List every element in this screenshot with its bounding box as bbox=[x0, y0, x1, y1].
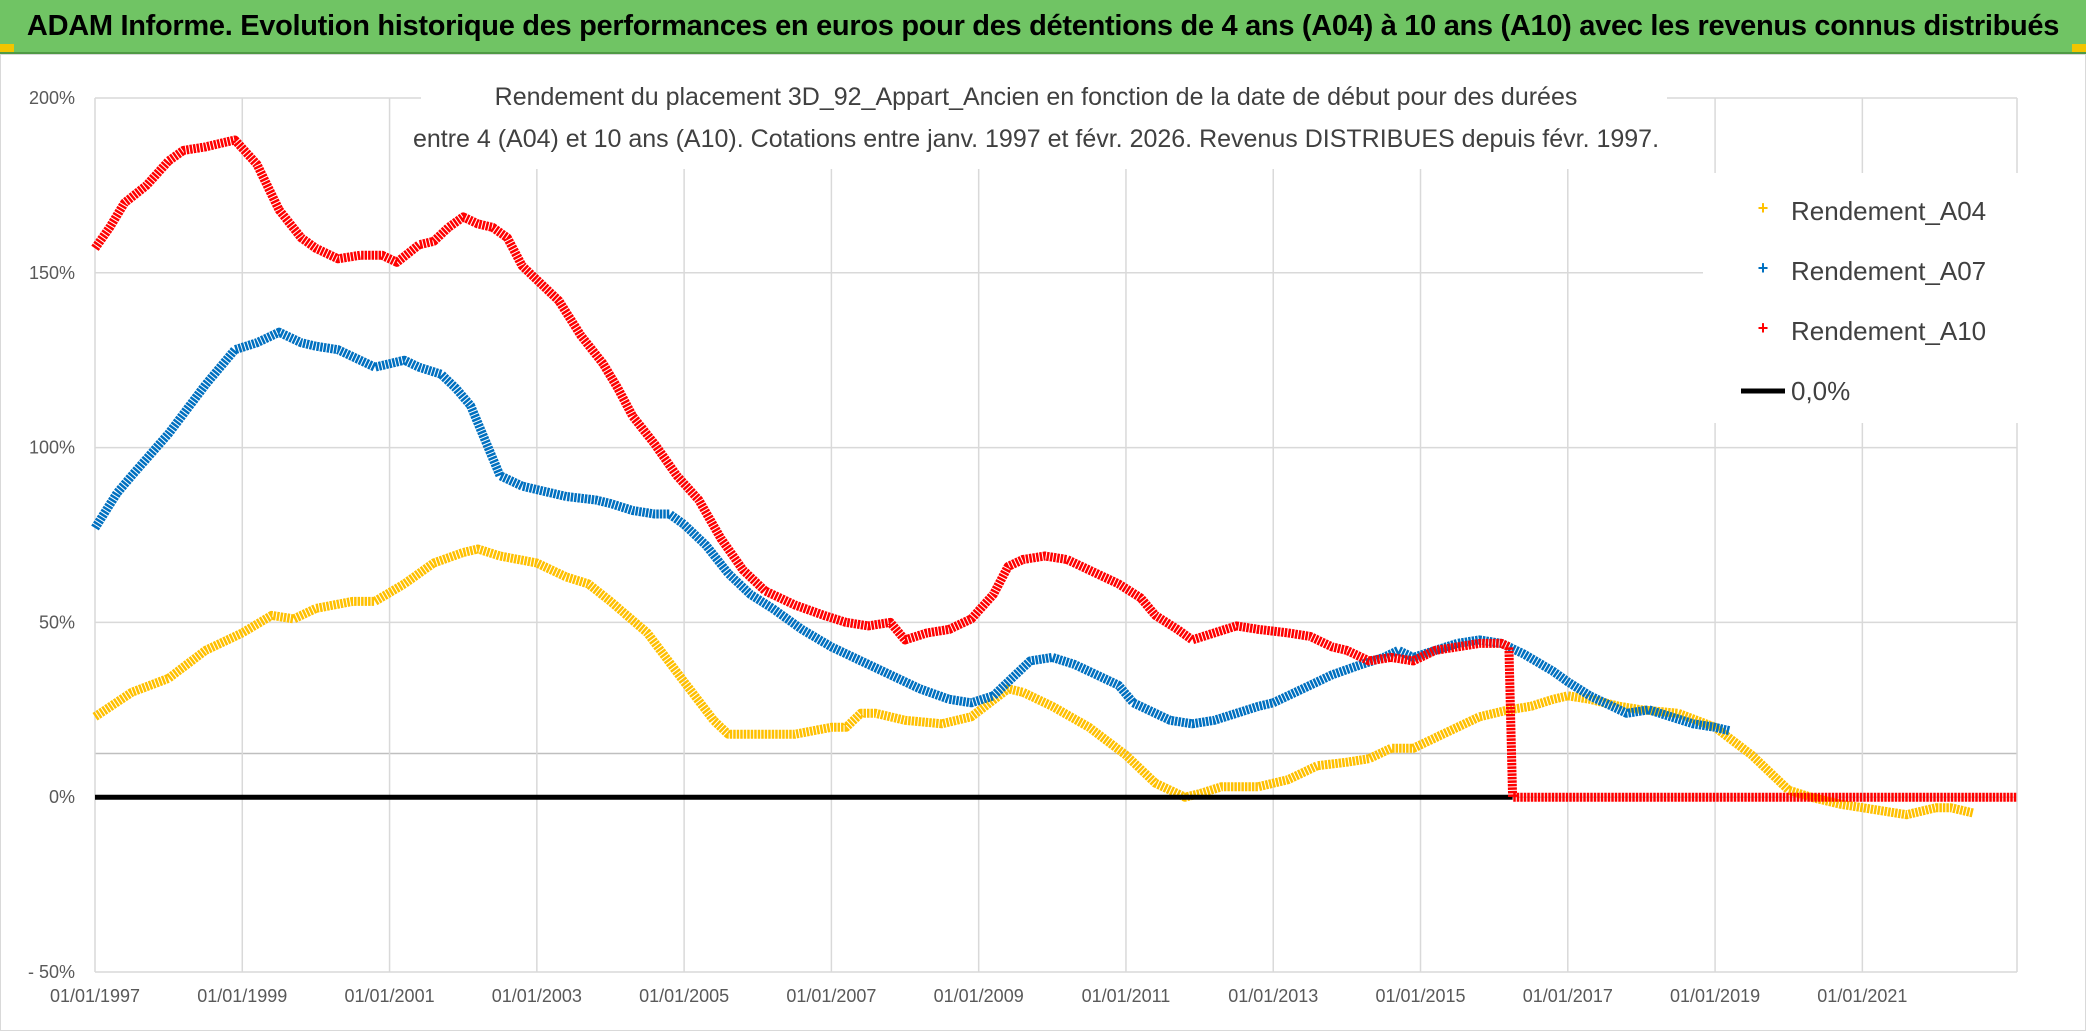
y-tick-label: 50% bbox=[39, 612, 75, 632]
title-background bbox=[421, 57, 1667, 169]
x-tick-label: 01/01/2001 bbox=[345, 986, 435, 1006]
x-tick-label: 01/01/2015 bbox=[1375, 986, 1465, 1006]
x-tick-label: 01/01/2007 bbox=[786, 986, 876, 1006]
series-line-rendement-a10 bbox=[91, 135, 2017, 802]
banner-corner-left bbox=[0, 44, 14, 52]
legend-label-a07: Rendement_A07 bbox=[1791, 256, 1986, 286]
x-tick-label: 01/01/1997 bbox=[50, 986, 140, 1006]
y-tick-label: 200% bbox=[29, 88, 75, 108]
x-tick-label: 01/01/2003 bbox=[492, 986, 582, 1006]
series-layer bbox=[91, 135, 2017, 820]
legend-label-zero: 0,0% bbox=[1791, 376, 1850, 406]
y-tick-label: 0% bbox=[49, 787, 75, 807]
legend-label-a10: Rendement_A10 bbox=[1791, 316, 1986, 346]
banner-corner-right bbox=[2072, 44, 2086, 52]
chart-title-line-1: Rendement du placement 3D_92_Appart_Anci… bbox=[495, 83, 1578, 111]
legend: + Rendement_A04 + Rendement_A07 + Rendem… bbox=[1703, 173, 2023, 423]
legend-background bbox=[1703, 173, 2023, 423]
line-chart: - 50% 0% 50% 100% 150% 200% 01/01/1997 01/01/19… bbox=[28, 57, 2023, 1006]
legend-marker-a10: + bbox=[1758, 318, 1769, 338]
y-tick-label: - 50% bbox=[28, 962, 75, 982]
series-line-rendement-a07 bbox=[91, 327, 1731, 736]
chart-title-line-2: entre 4 (A04) et 10 ans (A10). Cotations… bbox=[413, 125, 1659, 153]
y-tick-label: 150% bbox=[29, 263, 75, 283]
x-tick-label: 01/01/2019 bbox=[1670, 986, 1760, 1006]
axis-labels: - 50% 0% 50% 100% 150% 200% 01/01/1997 01/01/19… bbox=[28, 88, 1907, 1006]
chart-area: - 50% 0% 50% 100% 150% 200% 01/01/1997 01/01/19… bbox=[0, 54, 2086, 1031]
x-tick-label: 01/01/2017 bbox=[1523, 986, 1613, 1006]
legend-label-a04: Rendement_A04 bbox=[1791, 196, 1986, 226]
legend-marker-a07: + bbox=[1758, 258, 1769, 278]
series-line-rendement-a04 bbox=[92, 544, 1974, 820]
report-banner: ADAM Informe. Evolution historique des p… bbox=[0, 0, 2086, 54]
banner-title: ADAM Informe. Evolution historique des p… bbox=[26, 9, 2060, 42]
x-tick-label: 01/01/2021 bbox=[1817, 986, 1907, 1006]
x-tick-label: 01/01/2013 bbox=[1228, 986, 1318, 1006]
x-tick-label: 01/01/2009 bbox=[934, 986, 1024, 1006]
x-tick-label: 01/01/1999 bbox=[197, 986, 287, 1006]
x-tick-label: 01/01/2005 bbox=[639, 986, 729, 1006]
x-tick-label: 01/01/2011 bbox=[1082, 986, 1171, 1006]
legend-marker-a04: + bbox=[1758, 198, 1769, 218]
y-tick-label: 100% bbox=[29, 438, 75, 458]
